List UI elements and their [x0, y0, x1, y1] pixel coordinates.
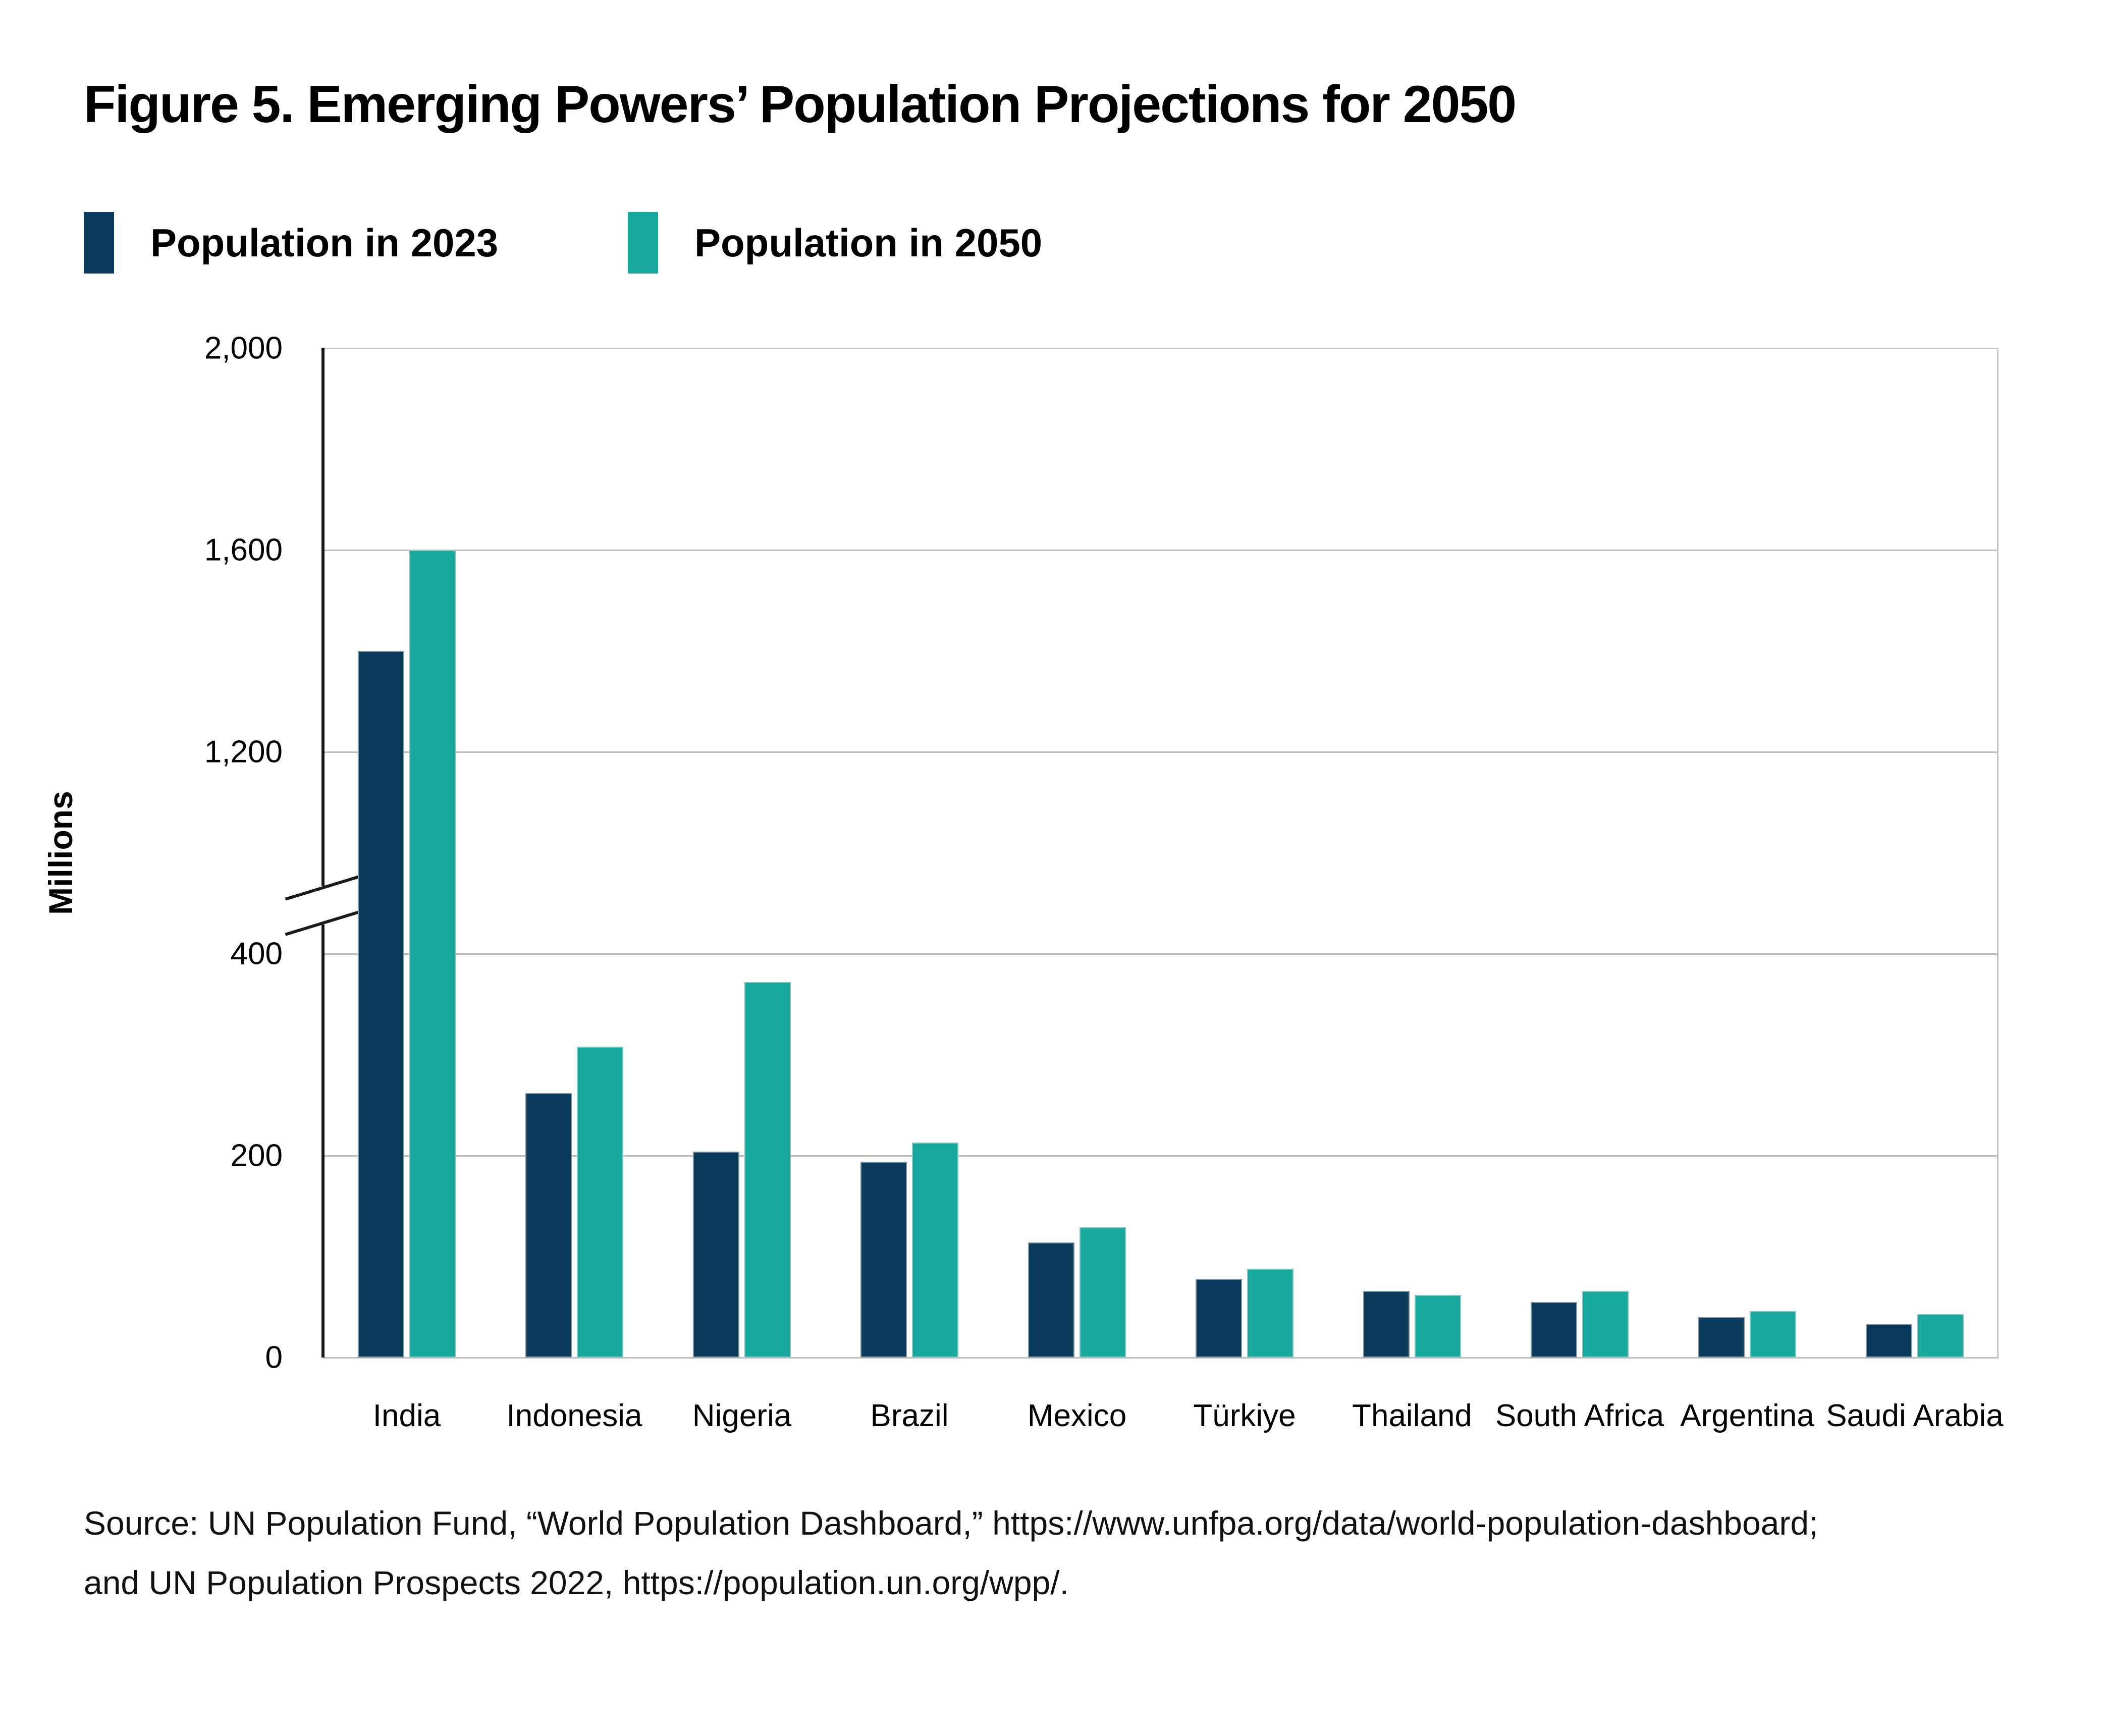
gridline-0 — [323, 1357, 1999, 1359]
bar-türkiye-2023 — [1196, 1279, 1242, 1358]
legend-item-2023: Population in 2023 — [84, 212, 498, 274]
plot-area — [285, 348, 1999, 1359]
bar-thailand-2023 — [1363, 1291, 1410, 1358]
y-axis-line-upper — [321, 348, 325, 886]
x-category-saudi-arabia: Saudi Arabia — [1826, 1398, 2004, 1433]
y-tick-200: 200 — [230, 1138, 283, 1173]
y-tick-1600: 1,600 — [204, 532, 283, 568]
bar-india-2050 — [409, 550, 456, 1358]
legend-label-2023: Population in 2023 — [150, 220, 499, 265]
y-tick-2000: 2,000 — [204, 331, 283, 366]
y-tick-1200: 1,200 — [204, 734, 283, 770]
legend-swatch-2023-icon — [84, 212, 114, 274]
bar-nigeria-2050 — [744, 982, 791, 1358]
y-axis-line-lower — [321, 925, 325, 1358]
bar-south-africa-2050 — [1582, 1291, 1629, 1358]
bar-saudi-arabia-2050 — [1917, 1314, 1964, 1358]
bar-brazil-2050 — [912, 1143, 958, 1358]
bar-argentina-2050 — [1750, 1311, 1796, 1358]
bar-brazil-2023 — [860, 1162, 907, 1358]
x-category-south-africa: South Africa — [1495, 1398, 1664, 1433]
chart-title: Figure 5. Emerging Powers’ Population Pr… — [84, 75, 1517, 134]
x-category-indonesia: Indonesia — [506, 1398, 642, 1433]
bar-thailand-2050 — [1415, 1295, 1461, 1358]
y-axis-title: Millions — [42, 791, 79, 915]
bar-mexico-2023 — [1028, 1242, 1074, 1358]
bar-türkiye-2050 — [1247, 1269, 1293, 1358]
bar-south-africa-2023 — [1531, 1302, 1577, 1358]
bar-indonesia-2050 — [577, 1047, 623, 1358]
legend-item-2050: Population in 2050 — [628, 212, 1042, 274]
gridline-1200 — [323, 751, 1999, 753]
gridline-2000 — [323, 348, 1999, 349]
x-category-mexico: Mexico — [1027, 1398, 1127, 1433]
bar-india-2023 — [358, 651, 404, 1358]
x-category-brazil: Brazil — [870, 1398, 949, 1433]
x-category-india: India — [372, 1398, 441, 1433]
x-category-nigeria: Nigeria — [692, 1398, 792, 1433]
bar-mexico-2050 — [1080, 1227, 1126, 1358]
legend-swatch-2050-icon — [628, 212, 658, 274]
x-category-türkiye: Türkiye — [1193, 1398, 1296, 1433]
gridline-400 — [323, 953, 1999, 955]
bar-saudi-arabia-2023 — [1866, 1324, 1912, 1358]
bar-argentina-2023 — [1698, 1317, 1745, 1358]
legend-label-2050: Population in 2050 — [694, 220, 1043, 265]
y-tick-400: 400 — [230, 936, 283, 971]
gridline-200 — [323, 1155, 1999, 1157]
source-note-line1: Source: UN Population Fund, “World Popul… — [84, 1504, 1818, 1542]
bar-indonesia-2023 — [525, 1093, 572, 1358]
x-category-thailand: Thailand — [1352, 1398, 1472, 1433]
gridline-1600 — [323, 550, 1999, 551]
bar-nigeria-2023 — [693, 1152, 739, 1358]
plot-right-border — [1997, 348, 1999, 1358]
y-tick-0: 0 — [265, 1340, 283, 1375]
source-note-line2: and UN Population Prospects 2022, https:… — [84, 1564, 1069, 1601]
x-category-argentina: Argentina — [1680, 1398, 1814, 1433]
